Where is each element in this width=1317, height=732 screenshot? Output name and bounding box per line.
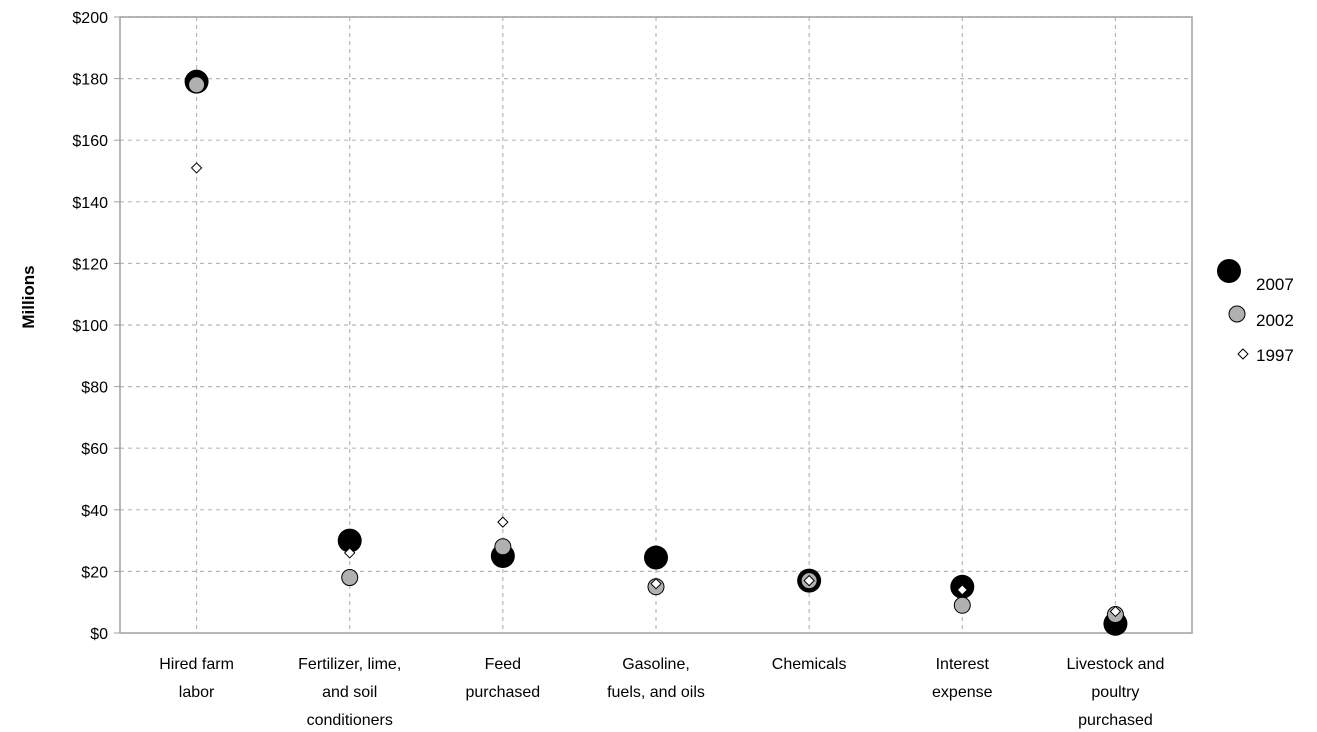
x-category-line: Interest — [936, 656, 990, 673]
x-category-line: expense — [932, 684, 993, 701]
y-axis-ticks: $0 $20 $40 $60 $80 $100 $120 $140 $160 $180 $200 — [72, 10, 120, 643]
point-1997-0 — [190, 162, 203, 174]
x-category-line: and soil — [322, 684, 377, 701]
x-category-line: fuels, and oils — [607, 684, 705, 701]
x-category-label: Feed purchased — [465, 656, 540, 701]
y-tick-label: $200 — [72, 10, 108, 27]
point-1997-1 — [344, 547, 356, 559]
x-category-label: Interest expense — [932, 656, 993, 701]
y-tick-label: $20 — [81, 564, 108, 581]
point-2002-1 — [341, 569, 359, 587]
legend-label-1997: 1997 — [1256, 346, 1294, 365]
x-category-label: Fertilizer, lime, and soil conditioners — [298, 656, 401, 729]
x-category-line: purchased — [1078, 712, 1153, 729]
point-2007-1 — [337, 528, 362, 553]
legend: 2007 2002 1997 — [1217, 259, 1294, 365]
point-2002-5 — [953, 596, 971, 614]
legend-item-2002: 2002 — [1228, 305, 1294, 330]
point-2007-3 — [644, 545, 668, 570]
x-category-line: purchased — [465, 684, 540, 701]
x-category-line: Fertilizer, lime, — [298, 656, 401, 673]
y-tick-label: $60 — [81, 441, 108, 458]
x-category-line: Chemicals — [772, 656, 847, 673]
legend-label-2002: 2002 — [1256, 311, 1294, 330]
y-tick-label: $180 — [72, 72, 108, 89]
point-2002-0 — [188, 76, 206, 94]
x-category-line: conditioners — [307, 712, 393, 729]
x-category-label: Chemicals — [772, 656, 847, 673]
x-category-label: Hired farm labor — [159, 656, 234, 701]
y-tick-label: $80 — [81, 380, 108, 397]
legend-marker-1997 — [1237, 348, 1249, 360]
y-tick-label: $40 — [81, 503, 108, 520]
y-tick-label: $100 — [72, 318, 108, 335]
legend-marker-2007 — [1217, 259, 1241, 283]
point-1997-5 — [956, 584, 968, 596]
point-1997-6 — [1109, 605, 1122, 618]
x-category-line: labor — [179, 684, 215, 701]
gridlines — [120, 16, 1192, 633]
x-category-label: Gasoline, fuels, and oils — [607, 656, 705, 701]
y-tick-label: $140 — [72, 195, 108, 212]
x-category-line: Feed — [485, 656, 521, 673]
x-category-line: Gasoline, — [622, 656, 690, 673]
x-category-line: Hired farm — [159, 656, 234, 673]
point-1997-4 — [803, 574, 815, 587]
y-axis-label: Millions — [19, 265, 38, 328]
legend-marker-2002 — [1228, 305, 1246, 323]
y-tick-label: $160 — [72, 133, 108, 150]
point-2002-2 — [494, 538, 512, 556]
y-tick-label: $0 — [90, 626, 108, 643]
x-category-label: Livestock and poultry purchased — [1067, 656, 1165, 729]
x-axis-categories: Hired farm labor Fertilizer, lime, and soil… — [159, 656, 1164, 729]
legend-item-2007: 2007 — [1217, 259, 1294, 294]
x-category-line: poultry — [1091, 684, 1139, 701]
legend-label-2007: 2007 — [1256, 275, 1294, 294]
y-tick-label: $120 — [72, 256, 108, 273]
point-1997-2 — [497, 516, 509, 528]
x-category-line: Livestock and — [1067, 656, 1165, 673]
series-1997 — [190, 162, 1122, 618]
legend-item-1997: 1997 — [1237, 346, 1294, 365]
data-points — [184, 69, 1128, 636]
point-1997-3 — [650, 578, 662, 590]
